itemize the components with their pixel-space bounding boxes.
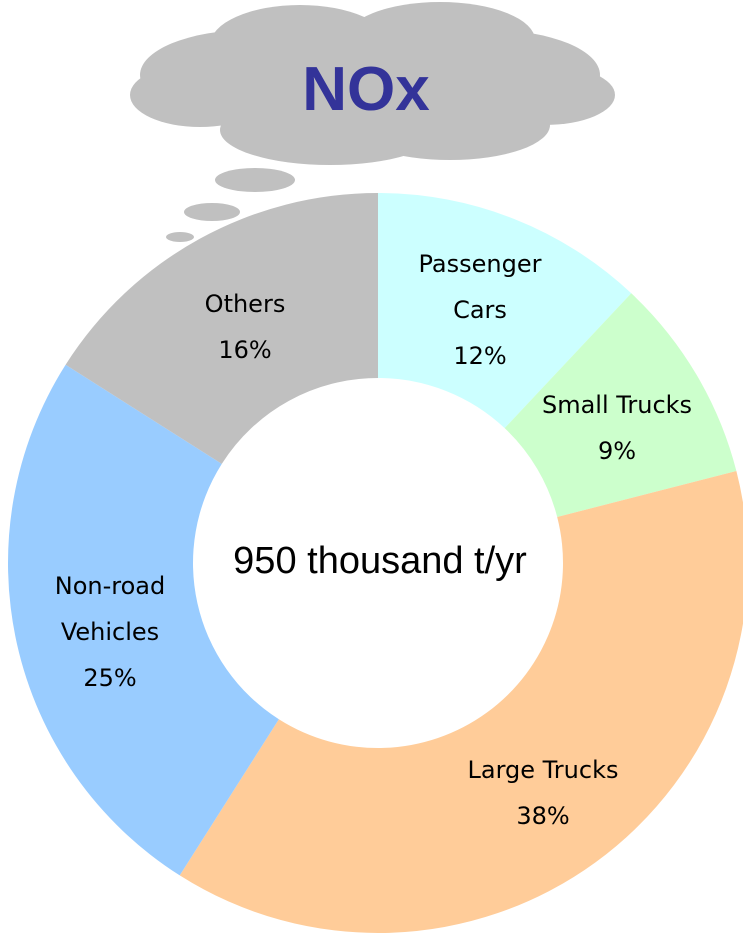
slice-label: Small Trucks 9%: [507, 382, 727, 474]
value-label: 38%: [516, 802, 570, 830]
slice-label: Passenger Cars 12%: [395, 241, 565, 379]
category-label: Non-road Vehicles: [54, 572, 166, 646]
slice-label: Large Trucks 38%: [433, 747, 653, 839]
donut-slice: [7, 364, 279, 876]
category-label: Others: [204, 290, 286, 318]
title-cloud: [130, 2, 615, 242]
donut-slice: [504, 293, 737, 517]
donut-slice: [378, 193, 632, 429]
slice-label: Others 16%: [180, 281, 310, 373]
category-label: Small Trucks: [541, 391, 693, 419]
value-label: 16%: [218, 336, 272, 364]
center-label: 950 thousand t/yr: [233, 540, 527, 582]
category-label: Passenger Cars: [418, 250, 542, 324]
chart-title: NOx: [302, 55, 430, 124]
value-label: 9%: [597, 437, 637, 465]
value-label: 25%: [83, 664, 137, 692]
category-label: Large Trucks: [467, 756, 619, 784]
value-label: 12%: [453, 342, 507, 370]
donut-slice: [179, 470, 743, 933]
slice-label: Non-road Vehicles 25%: [20, 563, 200, 701]
donut-slice: [65, 193, 379, 464]
